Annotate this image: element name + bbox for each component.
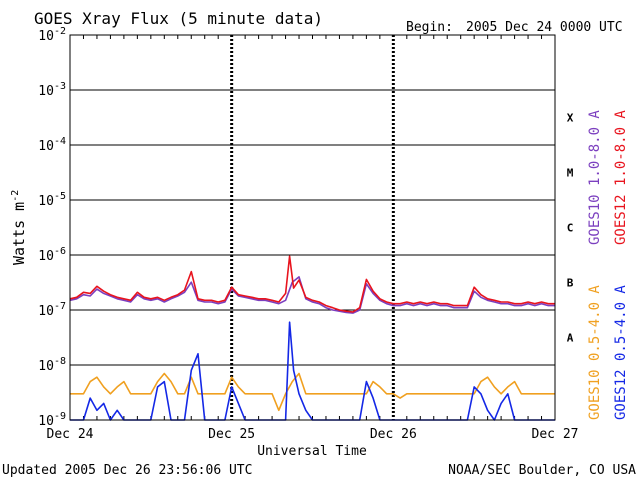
legend: GOES10 1.0-8.0 A GOES12 1.0-8.0 A GOES10 0… [587, 110, 629, 420]
series-line-2 [70, 372, 555, 412]
y-tick-exp: -4 [54, 136, 66, 147]
y-tick-base: 10 [38, 139, 54, 154]
x-axis-label: Universal Time [257, 444, 367, 459]
x-tick-label: Dec 24 [47, 427, 94, 442]
flare-class-labels: X M C B A [567, 112, 574, 345]
x-tick-label: Dec 26 [370, 427, 417, 442]
chart-title: GOES Xray Flux (5 minute data) [34, 9, 323, 28]
begin-value: 2005 Dec 24 0000 UTC [466, 20, 623, 35]
y-tick-base: 10 [38, 29, 54, 44]
legend-entry-3: GOES12 0.5-4.0 A [613, 285, 629, 420]
flare-class-X: X [567, 112, 574, 125]
plot-frame [69, 34, 556, 421]
y-axis-label-main: Watts m [10, 202, 28, 265]
y-tick-base: 10 [38, 304, 54, 319]
legend-entry-0: GOES10 1.0-8.0 A [587, 110, 603, 245]
series-lines [69, 255, 555, 421]
grid [70, 34, 555, 421]
y-axis-label-sup: -2 [10, 190, 21, 202]
y-tick-label: 10-9 [38, 411, 66, 429]
y-tick-base: 10 [38, 84, 54, 99]
legend-entry-2: GOES10 0.5-4.0 A [587, 285, 603, 420]
y-tick-base: 10 [38, 414, 54, 429]
y-tick-exp: -7 [54, 301, 66, 312]
footer-updated: Updated 2005 Dec 26 23:56:06 UTC [2, 463, 252, 478]
flare-class-C: C [567, 222, 574, 235]
x-tick-labels: Dec 24 Dec 25 Dec 26 Dec 27 [47, 427, 579, 442]
flare-class-A: A [567, 332, 574, 345]
series-line-0 [69, 276, 555, 314]
y-axis-label: Watts m-2 [10, 190, 28, 265]
x-tick-label: Dec 25 [208, 427, 255, 442]
flare-class-M: M [567, 167, 574, 180]
y-tick-exp: -3 [54, 81, 66, 92]
y-tick-labels: 10-210-310-410-510-610-710-810-9 [38, 26, 66, 429]
y-tick-exp: -5 [54, 191, 66, 202]
footer-credit: NOAA/SEC Boulder, CO USA [448, 463, 636, 478]
y-tick-label: 10-4 [38, 136, 66, 154]
flare-class-B: B [567, 277, 574, 290]
x-tick-label: Dec 27 [532, 427, 579, 442]
y-tick-exp: -6 [54, 246, 66, 257]
series-line-3 [70, 321, 555, 421]
y-tick-label: 10-5 [38, 191, 66, 209]
y-tick-base: 10 [38, 359, 54, 374]
y-tick-label: 10-3 [38, 81, 66, 99]
y-tick-label: 10-6 [38, 246, 66, 264]
y-tick-exp: -9 [54, 411, 66, 422]
y-tick-label: 10-8 [38, 356, 66, 374]
series-line-1 [69, 255, 555, 313]
y-tick-label: 10-7 [38, 301, 66, 319]
begin-label: Begin: [406, 20, 453, 35]
y-tick-exp: -2 [54, 26, 66, 37]
y-tick-base: 10 [38, 249, 54, 264]
y-tick-label: 10-2 [38, 26, 66, 44]
y-tick-exp: -8 [54, 356, 66, 367]
y-tick-base: 10 [38, 194, 54, 209]
legend-entry-1: GOES12 1.0-8.0 A [613, 110, 629, 245]
